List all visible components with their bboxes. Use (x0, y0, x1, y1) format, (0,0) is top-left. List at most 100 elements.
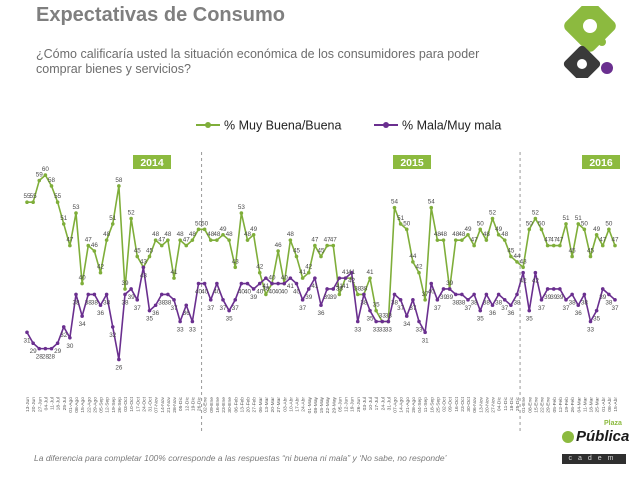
data-label: 38 (103, 299, 111, 306)
data-label: 45 (134, 247, 142, 254)
data-label: 35 (593, 316, 601, 323)
data-label: 50 (201, 220, 209, 227)
x-tick-label: 24-Jul (380, 397, 386, 410)
x-tick-label: 19-Feb (564, 397, 570, 413)
data-label: 49 (495, 226, 503, 233)
data-point (288, 238, 293, 242)
data-point (521, 265, 525, 270)
data-label: 28 (36, 354, 44, 361)
data-point (159, 243, 164, 248)
brand-name: Pública (576, 428, 630, 445)
data-label: 41 (299, 269, 307, 276)
data-point (588, 254, 593, 259)
x-tick-label: 06-Feb (233, 397, 239, 413)
data-label: 31 (422, 337, 430, 344)
data-label: 50 (526, 220, 534, 227)
data-point (600, 287, 605, 291)
data-point (502, 298, 507, 302)
data-label: 44 (409, 253, 417, 260)
x-tick-label: 29-Ago (92, 397, 98, 413)
data-point (257, 281, 262, 286)
data-label: 34 (403, 321, 411, 328)
data-point (288, 276, 293, 280)
data-label: 53 (72, 204, 80, 211)
x-tick-label: 18-Mar (589, 397, 595, 413)
data-label: 52 (489, 209, 497, 216)
data-label: 38 (262, 285, 270, 292)
data-point (245, 238, 250, 242)
x-tick-label: 10-Oct (129, 396, 135, 411)
data-label: 40 (428, 289, 436, 296)
data-label: 39 (128, 294, 136, 301)
data-point (117, 184, 121, 188)
data-point (539, 298, 544, 302)
data-label: 40 (275, 289, 283, 296)
data-label: 48 (189, 231, 197, 238)
data-label: 47 (550, 237, 558, 244)
data-label: 48 (177, 231, 185, 238)
data-label: 32 (109, 332, 117, 339)
data-point (184, 243, 189, 248)
data-point (319, 254, 323, 259)
x-tick-label: 23-Ene (221, 397, 227, 413)
x-tick-label: 05-Jun (337, 397, 343, 412)
data-label: 40 (201, 289, 209, 296)
x-tick-label: 07-Nov (154, 396, 160, 412)
data-label: 37 (170, 305, 178, 312)
data-label: 54 (428, 199, 436, 206)
data-point (484, 292, 489, 297)
data-label: 38 (85, 299, 93, 306)
data-point (380, 319, 385, 324)
data-label: 48 (207, 231, 215, 238)
x-tick-label: 29-May (331, 396, 337, 413)
x-tick-label: 27-Mar (276, 397, 282, 413)
data-label: 41 (262, 283, 270, 290)
data-label: 41 (342, 269, 350, 276)
data-label: 47 (158, 237, 166, 244)
data-label: 33 (354, 327, 362, 334)
data-label: 47 (556, 237, 564, 244)
data-label: 49 (250, 226, 258, 233)
data-label: 42 (348, 278, 356, 285)
data-point (374, 308, 378, 313)
data-point (282, 281, 287, 286)
data-point (545, 243, 550, 248)
data-label: 40 (238, 289, 246, 296)
data-label: 37 (207, 305, 215, 312)
x-tick-label: 01-Ago (68, 397, 74, 413)
x-tick-label: 08-Abr (607, 397, 613, 412)
data-label: 39 (446, 280, 454, 287)
data-point (294, 254, 299, 259)
data-label: 49 (593, 226, 601, 233)
data-point (178, 319, 182, 324)
data-label: 43 (140, 272, 148, 279)
data-point (527, 308, 532, 313)
data-point (208, 238, 213, 242)
data-point (484, 238, 489, 242)
data-label: 31 (23, 337, 31, 344)
data-point (392, 205, 397, 210)
data-label: 42 (97, 264, 105, 271)
data-point (325, 287, 329, 291)
data-label: 43 (520, 258, 528, 265)
data-point (49, 184, 54, 188)
data-label: 45 (293, 247, 301, 254)
data-point (319, 303, 323, 308)
data-label: 43 (232, 258, 240, 265)
data-point (92, 292, 97, 297)
data-point (398, 222, 403, 226)
data-label: 40 (281, 275, 289, 282)
data-point (564, 298, 568, 302)
x-tick-label: 11-Jul (50, 397, 56, 410)
data-point (251, 232, 256, 237)
x-tick-label: 08-Ene (527, 397, 533, 413)
x-tick-label: 03-Abr (282, 397, 288, 412)
logo-icon (563, 6, 616, 78)
data-point (411, 298, 415, 302)
data-label: 40 (281, 289, 289, 296)
data-label: 35 (226, 316, 234, 323)
data-label: 50 (477, 220, 485, 227)
data-label: 37 (562, 305, 570, 312)
year-box-2016: 2016 (582, 155, 620, 169)
